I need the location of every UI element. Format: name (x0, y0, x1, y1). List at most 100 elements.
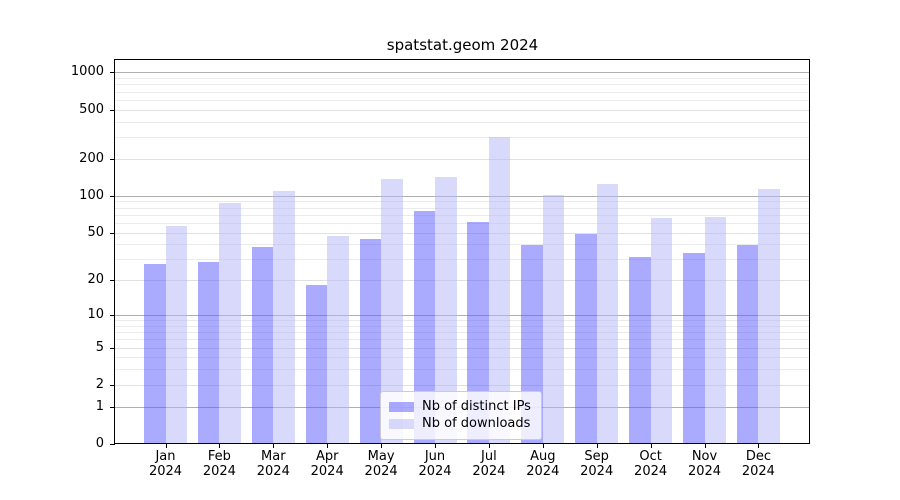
x-tick-label-aug: Aug 2024 (511, 449, 575, 479)
x-tick-month: Aug (530, 449, 556, 464)
y-tick-label: 50 (87, 224, 104, 240)
gridline-minor (115, 259, 809, 261)
gridline-minor (115, 201, 809, 203)
y-tick-label: 500 (79, 101, 104, 117)
y-tick-label: 5 (95, 339, 104, 355)
gridline (115, 384, 809, 386)
gridline-minor (115, 222, 809, 224)
gridline (115, 315, 809, 316)
x-tick-label-may: May 2024 (349, 449, 413, 479)
x-tick-mark (381, 444, 383, 448)
gridline-minor (115, 91, 809, 93)
x-tick-month: Apr (315, 449, 339, 464)
x-tick-label-jan: Jan 2024 (134, 449, 198, 479)
bar-distinct-ips-mar (251, 247, 274, 443)
x-tick-month: Jul (481, 449, 497, 464)
gridline (115, 280, 809, 282)
bar-distinct-ips-oct (629, 256, 651, 443)
x-tick-mark (435, 444, 436, 448)
x-tick-month: May (367, 449, 395, 464)
x-tick-mark (488, 444, 490, 448)
x-tick-label-mar: Mar 2024 (241, 449, 305, 479)
x-tick-label-sep: Sep 2024 (565, 449, 629, 479)
y-tick-mark (110, 109, 115, 111)
bar-downloads-apr (327, 235, 349, 443)
bar-distinct-ips-may (359, 239, 382, 443)
y-tick-mark (110, 315, 115, 316)
bar-distinct-ips-nov (683, 253, 705, 443)
x-tick-label-apr: Apr 2024 (295, 449, 359, 479)
bar-distinct-ips-apr (305, 284, 328, 443)
bar-downloads-jul (488, 137, 511, 443)
y-tick-label: 1 (95, 398, 104, 414)
x-tick-month: Nov (691, 449, 718, 464)
x-tick-year: 2024 (741, 464, 775, 479)
x-tick-year: 2024 (310, 464, 344, 479)
x-tick-mark (596, 444, 598, 448)
y-tick-label: 10 (87, 307, 104, 322)
y-tick-label: 1000 (70, 64, 104, 80)
gridline-minor (115, 214, 809, 216)
x-tick-month: Oct (639, 449, 662, 464)
x-tick-label-jul: Jul 2024 (457, 449, 521, 479)
y-tick-mark (110, 444, 115, 445)
gridline-minor (115, 244, 809, 246)
x-tick-mark (327, 444, 329, 448)
bar-downloads-jan (165, 226, 187, 443)
gridline-minor (115, 78, 809, 79)
gridline (115, 72, 809, 74)
gridline-minor (115, 99, 809, 101)
x-tick-label-dec: Dec 2024 (726, 449, 790, 479)
x-tick-mark (758, 444, 760, 448)
x-tick-year: 2024 (418, 464, 452, 479)
bar-downloads-may (381, 178, 403, 443)
bar-downloads-oct (650, 217, 673, 443)
gridline (115, 109, 809, 111)
gridline-minor (115, 320, 809, 322)
x-tick-year: 2024 (256, 464, 290, 479)
x-tick-mark (542, 444, 544, 448)
x-tick-mark (704, 444, 706, 448)
x-tick-label-jun: Jun 2024 (403, 449, 467, 479)
x-tick-month: Sep (584, 449, 609, 464)
x-tick-mark (273, 444, 275, 448)
plot-area (114, 59, 810, 444)
gridline-minor (115, 357, 809, 359)
y-tick-label: 200 (79, 150, 104, 166)
x-tick-year: 2024 (148, 464, 183, 479)
x-tick-label-nov: Nov 2024 (673, 449, 737, 479)
x-tick-month: Dec (745, 449, 771, 464)
y-tick-mark (110, 384, 115, 386)
legend-swatch-distinct-ips (389, 402, 414, 412)
y-tick-mark (110, 347, 115, 349)
chart-title: spatstat.geom 2024 (386, 36, 539, 54)
x-tick-year: 2024 (364, 464, 398, 479)
bar-downloads-dec (758, 189, 780, 443)
gridline-minor (115, 369, 809, 371)
bar-downloads-feb (219, 203, 241, 443)
x-tick-year: 2024 (472, 464, 506, 479)
x-tick-month: Feb (207, 449, 231, 464)
x-tick-mark (165, 444, 167, 448)
legend-label-distinct-ips: Nb of distinct IPs (422, 399, 531, 414)
y-tick-label: 20 (87, 272, 104, 288)
gridline-minor (115, 339, 809, 341)
gridline (115, 232, 809, 234)
bar-distinct-ips-jun (413, 210, 435, 443)
gridline-minor (115, 325, 809, 327)
x-tick-month: Jun (424, 449, 446, 464)
y-tick-mark (110, 406, 115, 408)
bar-distinct-ips-feb (197, 261, 220, 443)
gridline-minor (115, 332, 809, 334)
gridline (115, 158, 809, 160)
bar-distinct-ips-sep (575, 233, 597, 443)
legend-entry-downloads: Nb of downloads (389, 416, 531, 432)
y-tick-mark (110, 72, 115, 74)
bar-downloads-jun (435, 176, 457, 443)
x-tick-year: 2024 (634, 464, 668, 479)
gridline-minor (115, 207, 809, 209)
x-tick-label-oct: Oct 2024 (619, 449, 683, 479)
bar-downloads-aug (542, 194, 565, 443)
x-tick-mark (219, 444, 221, 448)
bar-distinct-ips-dec (736, 244, 759, 443)
